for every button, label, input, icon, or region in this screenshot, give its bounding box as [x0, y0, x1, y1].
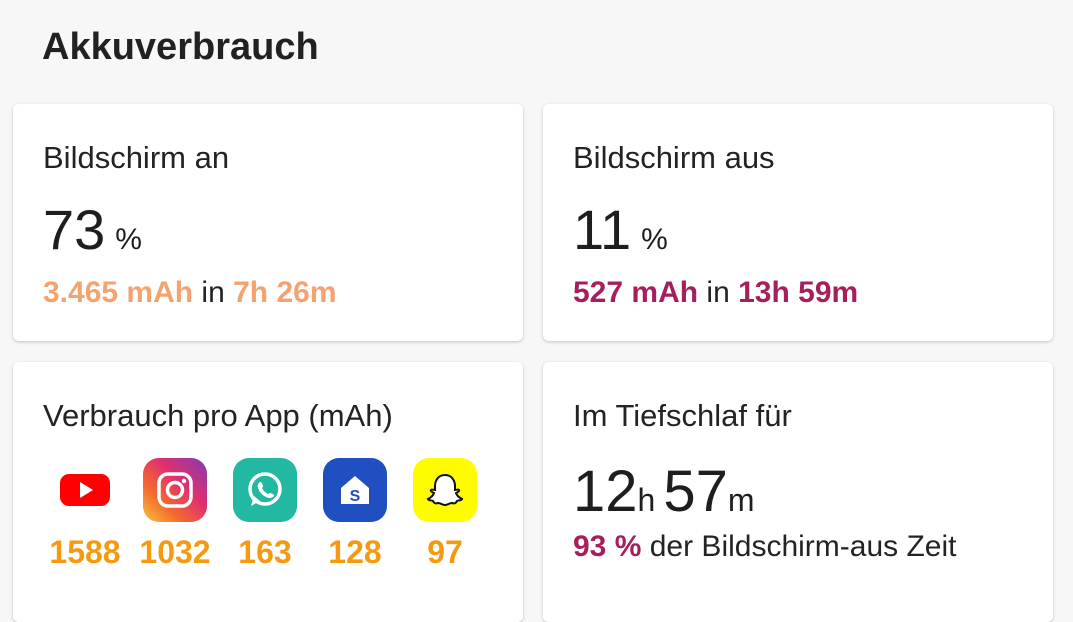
screen-on-title: Bildschirm an [43, 140, 230, 175]
app-item-samsung-store[interactable]: S 128 [315, 458, 395, 571]
app-value: 128 [328, 534, 382, 570]
svg-text:S: S [350, 488, 361, 505]
screen-off-percent: 11% [573, 202, 668, 258]
snapchat-icon [413, 458, 477, 522]
screen-on-mah: 3.465 mAh [43, 276, 194, 309]
app-item-whatsapp[interactable]: 163 [225, 458, 305, 571]
app-item-snapchat[interactable]: 97 [405, 458, 485, 571]
screen-off-mah: 527 mAh [573, 276, 699, 309]
screen-off-percent-value: 11 [573, 198, 632, 261]
app-value: 163 [238, 534, 292, 570]
screen-on-usage: 3.465 mAh in 7h 26m [43, 276, 337, 310]
screen-off-card[interactable]: Bildschirm aus 11% 527 mAh in 13h 59m [543, 104, 1053, 341]
screen-off-in: in [706, 276, 730, 309]
instagram-icon [143, 458, 207, 522]
whatsapp-icon [233, 458, 297, 522]
app-item-youtube[interactable]: 1588 [45, 458, 125, 571]
app-usage-card[interactable]: Verbrauch pro App (mAh) 1588 1032 [13, 362, 523, 622]
deep-sleep-duration: 12h 57m [573, 458, 762, 525]
app-usage-list: 1588 1032 163 [45, 458, 485, 588]
deep-sleep-suffix: der Bildschirm-aus Zeit [649, 530, 957, 563]
youtube-icon [53, 458, 117, 522]
screen-on-percent-value: 73 [43, 198, 106, 261]
screen-off-percent-unit: % [641, 223, 668, 256]
app-usage-title: Verbrauch pro App (mAh) [43, 398, 393, 433]
screen-on-in: in [201, 276, 225, 309]
screen-off-usage: 527 mAh in 13h 59m [573, 276, 858, 310]
screen-on-card[interactable]: Bildschirm an 73% 3.465 mAh in 7h 26m [13, 104, 523, 341]
screen-on-duration: 7h 26m [233, 276, 337, 309]
deep-sleep-hours: 12 [573, 459, 638, 524]
screen-off-title: Bildschirm aus [573, 140, 775, 175]
deep-sleep-hours-unit: h [637, 482, 656, 518]
screen-off-duration: 13h 59m [738, 276, 859, 309]
app-item-instagram[interactable]: 1032 [135, 458, 215, 571]
page-title: Akkuverbrauch [42, 26, 319, 68]
deep-sleep-percent: 93 % [573, 530, 642, 563]
screen-on-percent-unit: % [115, 223, 142, 256]
app-value: 1588 [49, 534, 121, 570]
deep-sleep-title: Im Tiefschlaf für [573, 398, 792, 433]
samsung-store-icon: S [323, 458, 387, 522]
deep-sleep-ratio: 93 % der Bildschirm-aus Zeit [573, 530, 957, 564]
screen-on-percent: 73% [43, 202, 142, 258]
app-value: 97 [427, 534, 463, 570]
deep-sleep-minutes-unit: m [727, 482, 755, 518]
app-value: 1032 [139, 534, 211, 570]
deep-sleep-minutes: 57 [663, 459, 728, 524]
deep-sleep-card[interactable]: Im Tiefschlaf für 12h 57m 93 % der Bildsc… [543, 362, 1053, 622]
